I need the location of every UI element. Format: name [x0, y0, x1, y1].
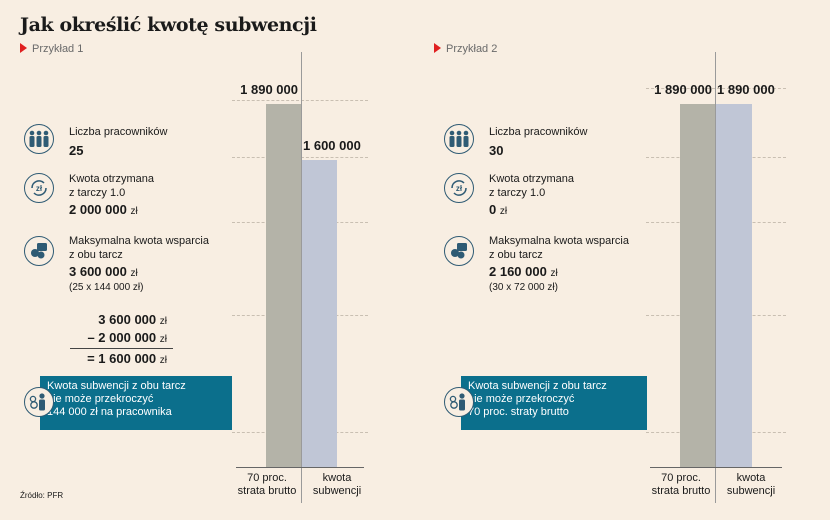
- calc-line-2-value: – 2 000 000: [87, 330, 157, 345]
- max-label-1b: z obu tarcz: [69, 249, 123, 261]
- people-icon: [444, 124, 474, 154]
- category-label-line: strata brutto: [237, 485, 297, 497]
- received-value-1: 2 000 000 zł: [69, 202, 138, 220]
- category-label-line: subwencji: [312, 485, 362, 497]
- category-label-line: subwencji: [726, 485, 776, 497]
- max-label-2b: z obu tarcz: [489, 249, 543, 261]
- coins-icon: [444, 236, 474, 266]
- callout-1-line-1: Kwota subwencji z obu tarcz: [47, 380, 186, 392]
- page-title: Jak określić kwotę subwencji: [20, 14, 317, 36]
- callout-1: Kwota subwencji z obu tarcz nie może prz…: [40, 376, 232, 430]
- max-value-2: 2 160 000 zł: [489, 264, 558, 282]
- received-value-1-number: 2 000 000: [69, 202, 127, 217]
- bar-value-label: 1 890 000: [240, 82, 298, 97]
- max-note-2: (30 x 72 000 zł): [489, 282, 558, 293]
- callout-2-line-2: nie może przekroczyć: [468, 393, 575, 405]
- calc-line-1-value: 3 600 000: [98, 312, 157, 327]
- received-value-2-unit: zł: [499, 206, 508, 217]
- calc-line-2: – 2 000 000 zł: [60, 330, 167, 345]
- coins-icon: [24, 236, 54, 266]
- people-icon: [24, 124, 54, 154]
- received-value-2-number: 0: [489, 202, 497, 217]
- svg-text:zł: zł: [36, 184, 43, 193]
- gridline: [646, 88, 786, 89]
- received-value-2: 0 zł: [489, 202, 507, 220]
- received-label-1b: z tarczy 1.0: [69, 187, 126, 199]
- employees-value-2: 30: [489, 143, 504, 158]
- bar-chart-example-1: 1 890 000 70 proc. strata brutto 1 600 000 k…: [232, 52, 368, 507]
- chart-baseline: [650, 467, 782, 468]
- bar-value-label: 1 890 000: [654, 82, 712, 97]
- chart-divider: [715, 52, 716, 503]
- example-2-label-text: Przykład 2: [446, 43, 498, 55]
- max-label-2a: Maksymalna kwota wsparcia: [489, 235, 629, 247]
- max-value-2-unit: zł: [550, 268, 558, 279]
- category-label-line: 70 proc.: [661, 472, 701, 484]
- calc-line-3: = 1 600 000 zł: [60, 351, 167, 366]
- category-label: kwota subwencji: [716, 472, 786, 498]
- category-label: 70 proc. strata brutto: [646, 472, 716, 498]
- example-1-label-text: Przykład 1: [32, 43, 84, 55]
- received-label-2b: z tarczy 1.0: [489, 187, 546, 199]
- callout-2-line-1: Kwota subwencji z obu tarcz: [468, 380, 607, 392]
- calc-line-2-unit: zł: [159, 334, 167, 345]
- example-2-label: Przykład 2: [434, 43, 497, 55]
- person-coins-icon: [24, 387, 54, 417]
- calc-line-3-unit: zł: [159, 355, 167, 366]
- max-value-1-unit: zł: [130, 268, 138, 279]
- max-label-1a: Maksymalna kwota wsparcia: [69, 235, 209, 247]
- category-label-line: kwota: [322, 472, 352, 484]
- example-1-label: Przykład 1: [20, 43, 83, 55]
- calc-line-1-unit: zł: [159, 316, 167, 327]
- category-label-line: strata brutto: [651, 485, 711, 497]
- bar-subsidy: [716, 104, 752, 467]
- chart-divider: [301, 52, 302, 503]
- callout-1-line-2: nie może przekroczyć: [47, 393, 154, 405]
- calc-line-1: 3 600 000 zł: [80, 312, 167, 327]
- source-note: Źródło: PFR: [20, 491, 64, 500]
- coin-cycle-icon: zł: [24, 173, 54, 203]
- gridline: [232, 100, 368, 101]
- bar-chart-example-2: 1 890 000 70 proc. strata brutto 1 890 000 k…: [646, 52, 786, 507]
- max-value-2-number: 2 160 000: [489, 264, 547, 279]
- callout-2: Kwota subwencji z obu tarcz nie może prz…: [461, 376, 647, 430]
- received-value-1-unit: zł: [130, 206, 138, 217]
- calc-divider: [70, 348, 173, 349]
- received-label-2a: Kwota otrzymana: [489, 173, 574, 185]
- category-label-line: kwota: [736, 472, 766, 484]
- bar-value-label: 1 600 000: [303, 138, 361, 153]
- category-label-line: 70 proc.: [247, 472, 287, 484]
- employees-label-1: Liczba pracowników: [69, 126, 168, 138]
- employees-label-2: Liczba pracowników: [489, 126, 588, 138]
- person-coins-icon: [444, 387, 474, 417]
- callout-1-line-3: 144 000 zł na pracownika: [47, 406, 172, 418]
- employees-value-1: 25: [69, 143, 84, 158]
- bar-gross-loss: [680, 104, 716, 467]
- svg-text:zł: zł: [456, 184, 463, 193]
- max-value-1-number: 3 600 000: [69, 264, 127, 279]
- category-label: kwota subwencji: [302, 472, 372, 498]
- red-triangle-icon: [434, 43, 441, 53]
- callout-2-line-3: 70 proc. straty brutto: [468, 406, 569, 418]
- bar-value-label: 1 890 000: [717, 82, 775, 97]
- coin-cycle-icon: zł: [444, 173, 474, 203]
- red-triangle-icon: [20, 43, 27, 53]
- category-label: 70 proc. strata brutto: [232, 472, 302, 498]
- bar-subsidy: [302, 160, 337, 467]
- max-note-1: (25 x 144 000 zł): [69, 282, 144, 293]
- calc-line-3-value: = 1 600 000: [87, 351, 157, 366]
- chart-baseline: [236, 467, 364, 468]
- bar-gross-loss: [266, 104, 301, 467]
- received-label-1a: Kwota otrzymana: [69, 173, 154, 185]
- max-value-1: 3 600 000 zł: [69, 264, 138, 282]
